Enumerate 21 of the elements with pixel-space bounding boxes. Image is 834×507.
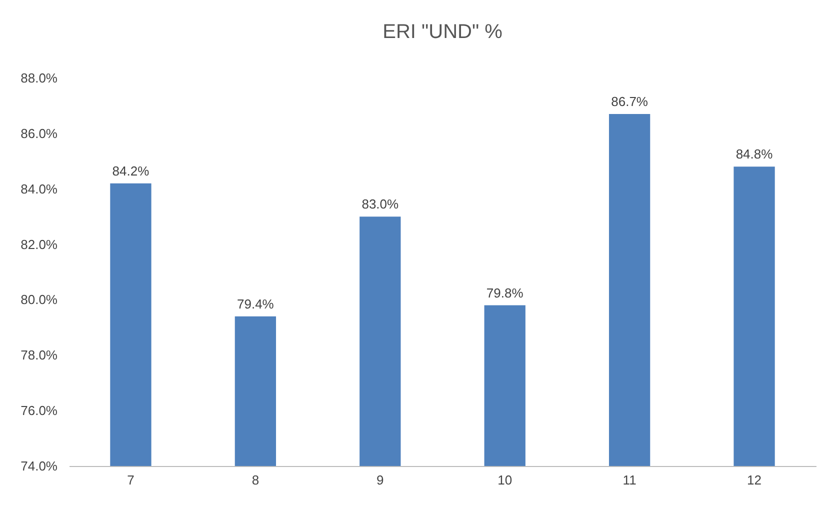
y-tick-label: 80.0%: [20, 292, 58, 308]
y-tick-label: 86.0%: [20, 126, 58, 141]
data-label: 79.4%: [237, 296, 274, 312]
chart-title: ERI "UND" %: [382, 21, 503, 43]
x-tick-label: 12: [747, 472, 762, 488]
x-tick-label: 7: [127, 472, 134, 488]
data-label: 86.7%: [611, 94, 648, 110]
x-tick-label: 8: [252, 472, 260, 488]
x-tick-label: 11: [622, 472, 636, 488]
x-tick-label: 10: [498, 472, 512, 488]
y-tick-label: 74.0%: [20, 458, 58, 474]
data-label: 83.0%: [362, 196, 400, 212]
y-tick-label: 84.0%: [20, 181, 58, 196]
y-tick-label: 76.0%: [20, 403, 58, 418]
data-label: 79.8%: [486, 285, 524, 300]
x-tick-label: 9: [376, 472, 384, 488]
y-tick-label: 88.0%: [20, 70, 58, 86]
y-tick-label: 78.0%: [20, 348, 58, 363]
data-label: 84.2%: [112, 163, 150, 178]
data-label: 84.8%: [736, 146, 774, 162]
y-tick-label: 82.0%: [20, 236, 58, 252]
